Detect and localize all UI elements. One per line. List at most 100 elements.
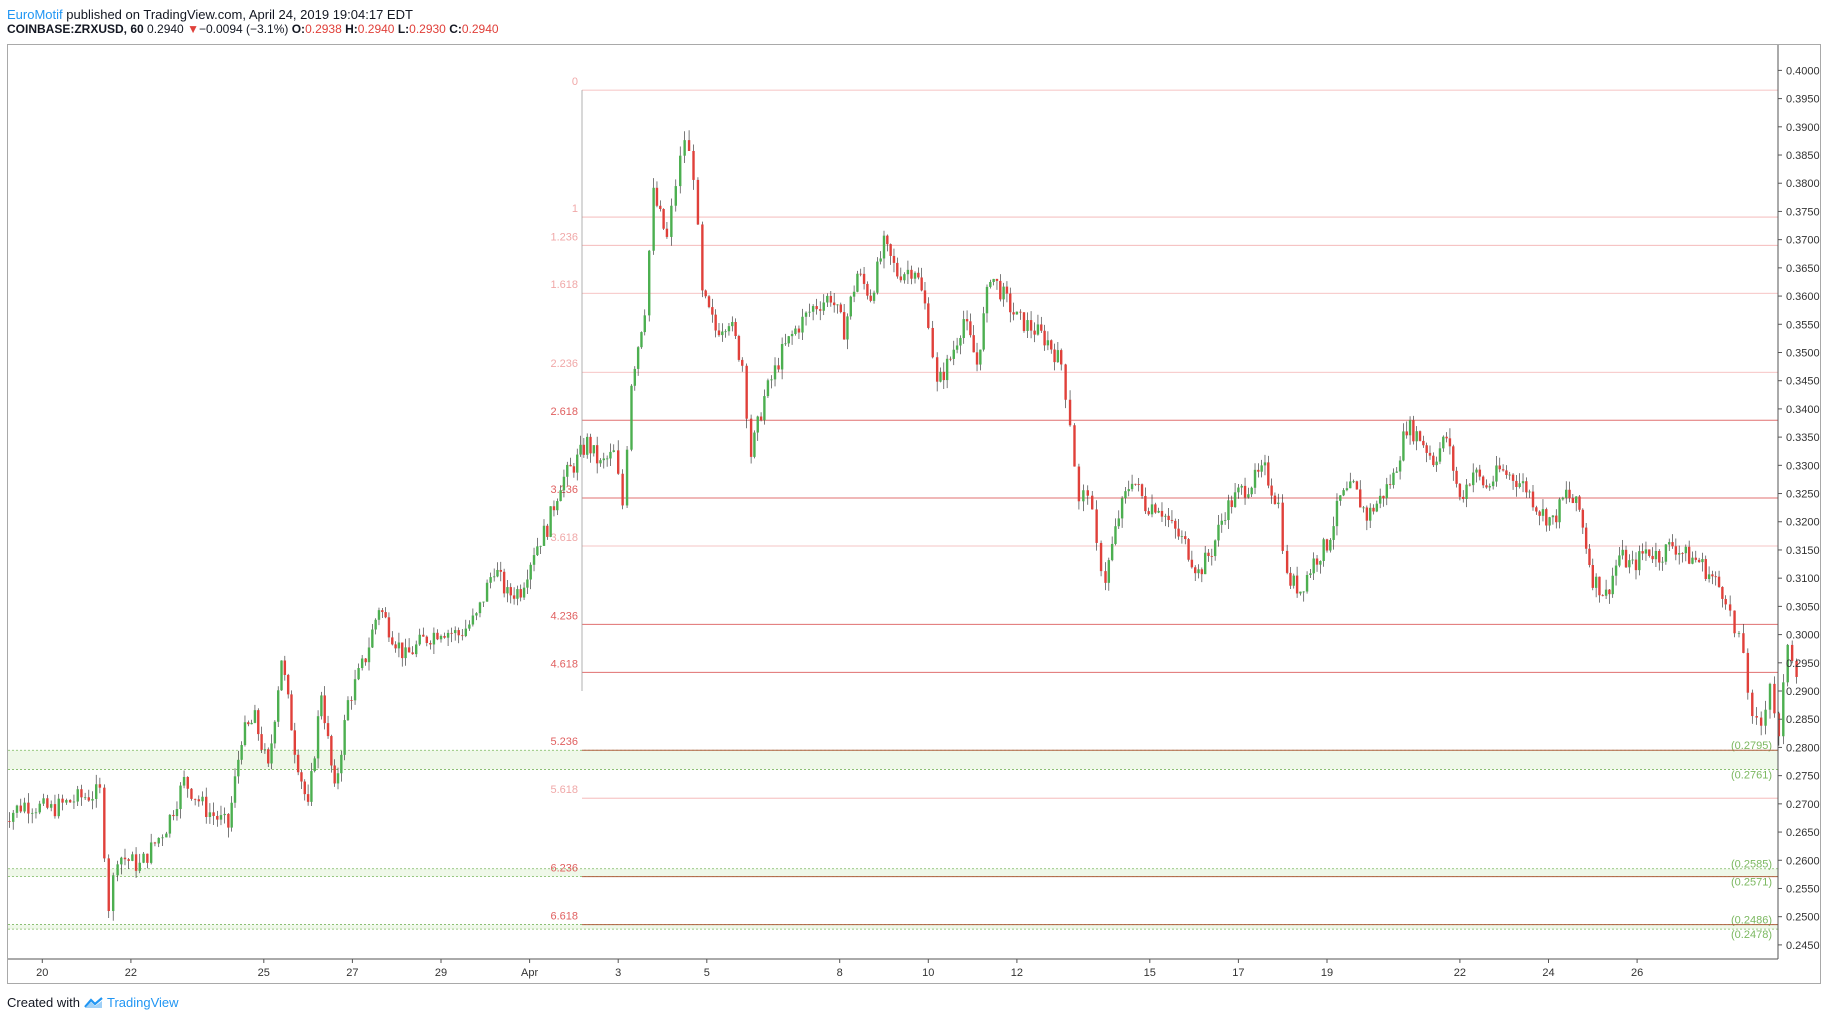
candle-body — [1508, 474, 1511, 476]
candle-body — [942, 371, 946, 381]
candle-body — [1737, 633, 1741, 635]
candle-body — [502, 571, 506, 594]
candle-body — [1697, 559, 1701, 563]
candle-body — [450, 632, 453, 634]
candle-body — [142, 853, 145, 863]
candle-body — [972, 335, 975, 353]
candle-body — [724, 331, 727, 333]
price-chart[interactable]: (0.2795) (0.2761) (0.2585) (0.2571) (0.2486)… — [8, 45, 1820, 983]
zone-top-label: (0.2486) — [1731, 915, 1772, 927]
candle-body — [296, 754, 300, 773]
candle-body — [94, 784, 98, 799]
last-price: 0.2940 — [147, 22, 184, 36]
candle-body — [766, 380, 770, 397]
candle-body — [1305, 574, 1309, 592]
candle-body — [1009, 293, 1012, 313]
candle-body — [506, 587, 509, 594]
candle-body — [1056, 350, 1060, 363]
fib-level-label: 0 — [572, 76, 578, 88]
candle-body — [1415, 431, 1418, 442]
candle-body — [1432, 455, 1435, 466]
time-axis-label: 22 — [125, 967, 137, 979]
candle-body — [146, 853, 149, 863]
candle-body — [1368, 507, 1372, 521]
candle-body — [1322, 539, 1325, 562]
candle-body — [267, 749, 270, 764]
candle-body — [832, 302, 836, 306]
candle-body — [989, 281, 992, 287]
price-axis-label: 0.2650 — [1786, 827, 1820, 839]
candle-body — [1194, 567, 1197, 574]
candle-body — [250, 722, 253, 725]
candle-body — [1210, 556, 1214, 557]
zone-band — [8, 924, 1778, 930]
candle-body — [794, 328, 797, 334]
fib-level-label: 2.236 — [550, 358, 578, 370]
candle-body — [1319, 561, 1322, 565]
candle-body — [679, 155, 682, 187]
fib-level-label: 6.236 — [550, 863, 578, 875]
candle-body — [499, 569, 503, 572]
candle-body — [1711, 574, 1714, 577]
candle-body — [1053, 349, 1056, 363]
candle-body — [1634, 559, 1638, 571]
candle-body — [1491, 481, 1495, 487]
candle-body — [519, 589, 522, 598]
candle-body — [87, 797, 91, 801]
candle-body — [882, 235, 886, 259]
candle-body — [243, 722, 247, 745]
candle-body — [1130, 483, 1134, 490]
candle-body — [856, 273, 859, 292]
candle-body — [1263, 462, 1267, 466]
candle-body — [1015, 311, 1019, 315]
candle-body — [1073, 425, 1076, 467]
candle-body — [453, 630, 457, 634]
candle-body — [605, 458, 609, 460]
candle-body — [759, 416, 763, 421]
candle-body — [836, 304, 839, 306]
candle-body — [1227, 500, 1230, 521]
candle-body — [27, 802, 30, 814]
candle-body — [1581, 509, 1585, 528]
candle-body — [1349, 481, 1352, 489]
candle-body — [572, 466, 576, 473]
price-axis-label: 0.2500 — [1786, 912, 1820, 924]
candle-body — [116, 864, 119, 876]
candle-body — [1335, 500, 1339, 527]
author-link[interactable]: EuroMotif — [7, 7, 63, 22]
candle-body — [630, 385, 633, 450]
candle-body — [931, 327, 934, 358]
candle-body — [489, 577, 492, 583]
price-axis-label: 0.3350 — [1786, 432, 1820, 444]
candle-body — [1604, 589, 1608, 596]
candle-body — [822, 302, 825, 311]
candle-body — [866, 283, 869, 296]
candle-body — [343, 720, 346, 755]
candle-body — [1144, 496, 1147, 512]
candle-body — [161, 837, 164, 839]
candle-body — [923, 290, 927, 304]
candle-body — [1302, 591, 1305, 593]
tradingview-link[interactable]: TradingView — [84, 995, 179, 1010]
candle-body — [927, 303, 930, 328]
candle-body — [425, 636, 429, 644]
candle-body — [582, 444, 586, 455]
candle-body — [1608, 589, 1611, 595]
zone-bottom-label: (0.2571) — [1731, 877, 1772, 889]
candle-body — [320, 695, 323, 717]
candle-body — [1501, 469, 1505, 471]
candle-body — [1352, 481, 1355, 483]
candle-body — [1382, 495, 1385, 499]
candle-body — [1687, 546, 1691, 564]
candle-body — [1481, 476, 1485, 486]
candle-body — [1082, 490, 1085, 502]
candle-body — [411, 652, 414, 655]
candle-body — [1299, 591, 1302, 594]
candle-body — [1648, 549, 1651, 556]
candle-body — [293, 730, 297, 755]
candle-body — [374, 619, 377, 630]
candle-body — [1110, 543, 1114, 561]
candle-body — [1694, 557, 1697, 560]
candle-body — [1203, 552, 1207, 575]
zone-bottom-label: (0.2761) — [1731, 769, 1772, 781]
